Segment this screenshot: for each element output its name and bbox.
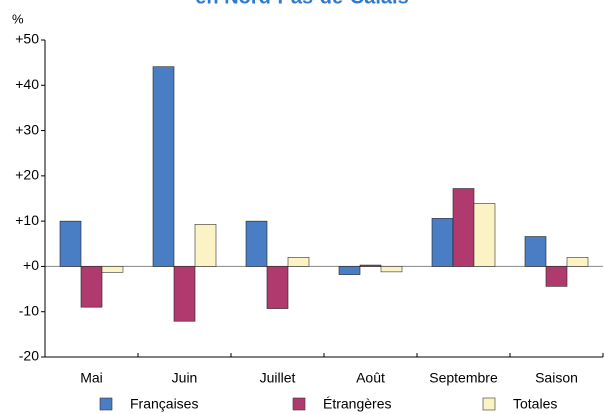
bar xyxy=(266,266,289,309)
legend-swatch xyxy=(292,397,306,411)
bar xyxy=(80,266,103,308)
y-tick-label: +0 xyxy=(23,257,39,273)
legend-label: Étrangères xyxy=(323,396,391,412)
bar xyxy=(101,266,124,273)
y-tick-label: -10 xyxy=(19,302,39,318)
bar xyxy=(452,188,475,267)
legend-label: Totales xyxy=(513,396,557,412)
y-tick-label: +30 xyxy=(15,121,39,137)
bar xyxy=(194,224,217,267)
x-tick-label: Mai xyxy=(80,370,103,386)
x-tick-label: Saison xyxy=(535,370,578,386)
y-tick-label: +40 xyxy=(15,76,39,92)
legend-swatch xyxy=(99,397,113,411)
bar xyxy=(380,266,403,273)
bar xyxy=(473,203,496,267)
chart-title: en Nord-Pas-de-Calais xyxy=(195,0,408,8)
bar xyxy=(173,266,196,322)
bar xyxy=(566,257,589,267)
y-tick-label: -20 xyxy=(19,348,39,364)
y-tick-label: +10 xyxy=(15,212,39,228)
x-tick-label: Juillet xyxy=(260,370,296,386)
bar xyxy=(152,66,175,267)
bar xyxy=(287,257,310,267)
x-tick-label: Août xyxy=(356,370,385,386)
y-tick-label: +20 xyxy=(15,167,39,183)
legend-label: Françaises xyxy=(130,396,198,412)
bar xyxy=(59,220,82,267)
y-tick-label: +50 xyxy=(15,31,39,47)
bar xyxy=(524,236,547,267)
y-axis-label: % xyxy=(12,11,24,26)
bar xyxy=(338,266,361,275)
x-tick-label: Septembre xyxy=(429,370,498,386)
x-tick-label: Juin xyxy=(172,370,198,386)
bar xyxy=(245,220,268,267)
bar xyxy=(431,218,454,267)
bar xyxy=(545,266,568,287)
bar xyxy=(359,264,382,267)
legend-swatch xyxy=(482,397,496,411)
